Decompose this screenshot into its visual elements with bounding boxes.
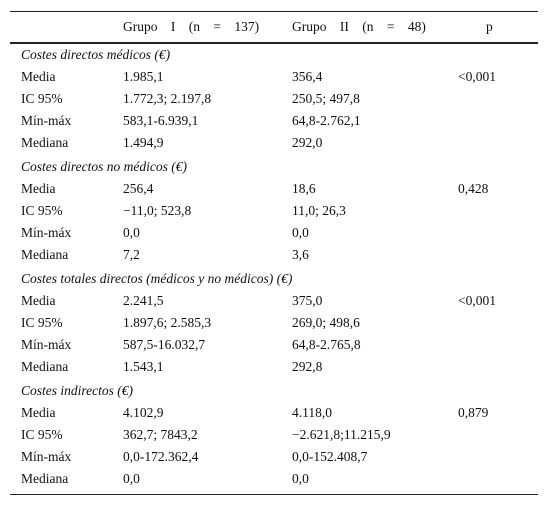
header-cell: p xyxy=(486,19,493,34)
section-title: Costes totales directos (médicos y no mé… xyxy=(21,271,293,286)
cell: 269,0; 498,6 xyxy=(292,315,360,330)
cell: 250,5; 497,8 xyxy=(292,91,360,106)
row-label: Mín-máx xyxy=(21,449,72,464)
row-label: Mediana xyxy=(21,135,69,150)
cell: 256,4 xyxy=(123,181,154,196)
cell: 4.118,0 xyxy=(292,405,332,420)
cell: 356,4 xyxy=(292,69,323,84)
row-label: IC 95% xyxy=(21,315,63,330)
row-label: Mediana xyxy=(21,359,69,374)
header-cell: Grupo II (n = 48) xyxy=(292,19,426,34)
header-cell: Grupo I (n = 137) xyxy=(123,19,260,34)
cell: 11,0; 26,3 xyxy=(292,203,346,218)
cell: 7,2 xyxy=(123,247,140,262)
cell: 1.897,6; 2.585,3 xyxy=(123,315,212,330)
cell: 375,0 xyxy=(292,293,323,308)
cell: 64,8-2.765,8 xyxy=(292,337,361,352)
header-rule xyxy=(10,42,538,44)
cell: 292,8 xyxy=(292,359,323,374)
cell: <0,001 xyxy=(458,69,496,84)
cell: 0,0 xyxy=(292,225,309,240)
cell: 583,1-6.939,1 xyxy=(123,113,199,128)
row-label: Media xyxy=(21,69,56,84)
top-rule xyxy=(10,11,538,12)
row-label: Mediana xyxy=(21,471,69,486)
cell: 0,879 xyxy=(458,405,489,420)
cell: 0,0-172.362,4 xyxy=(123,449,199,464)
cell: 362,7; 7843,2 xyxy=(123,427,198,442)
cell: 4.102,9 xyxy=(123,405,164,420)
row-label: Mín-máx xyxy=(21,225,72,240)
cell: 292,0 xyxy=(292,135,323,150)
row-label: Mediana xyxy=(21,247,69,262)
cell: 1.985,1 xyxy=(123,69,164,84)
bottom-rule xyxy=(10,494,538,495)
row-label: IC 95% xyxy=(21,203,63,218)
cell: 587,5-16.032,7 xyxy=(123,337,206,352)
row-label: Mín-máx xyxy=(21,113,72,128)
cell: 1.494,9 xyxy=(123,135,164,150)
cell: 0,428 xyxy=(458,181,489,196)
row-label: Media xyxy=(21,405,56,420)
section-title: Costes directos médicos (€) xyxy=(21,47,171,62)
cell: −2.621,8;11.215,9 xyxy=(292,427,391,442)
row-label: Mín-máx xyxy=(21,337,72,352)
cell: 3,6 xyxy=(292,247,309,262)
cell: 1.772,3; 2.197,8 xyxy=(123,91,212,106)
cell: −11,0; 523,8 xyxy=(123,203,192,218)
row-label: Media xyxy=(21,293,56,308)
row-label: IC 95% xyxy=(21,91,63,106)
cell: 0,0 xyxy=(292,471,309,486)
cell: 18,6 xyxy=(292,181,316,196)
cell: 0,0 xyxy=(123,225,140,240)
cell: 1.543,1 xyxy=(123,359,164,374)
section-title: Costes indirectos (€) xyxy=(21,383,133,398)
cell: <0,001 xyxy=(458,293,496,308)
cell: 64,8-2.762,1 xyxy=(292,113,361,128)
row-label: IC 95% xyxy=(21,427,63,442)
section-title: Costes directos no médicos (€) xyxy=(21,159,187,174)
row-label: Media xyxy=(21,181,56,196)
cell: 0,0 xyxy=(123,471,140,486)
cell: 2.241,5 xyxy=(123,293,164,308)
cell: 0,0-152.408,7 xyxy=(292,449,368,464)
